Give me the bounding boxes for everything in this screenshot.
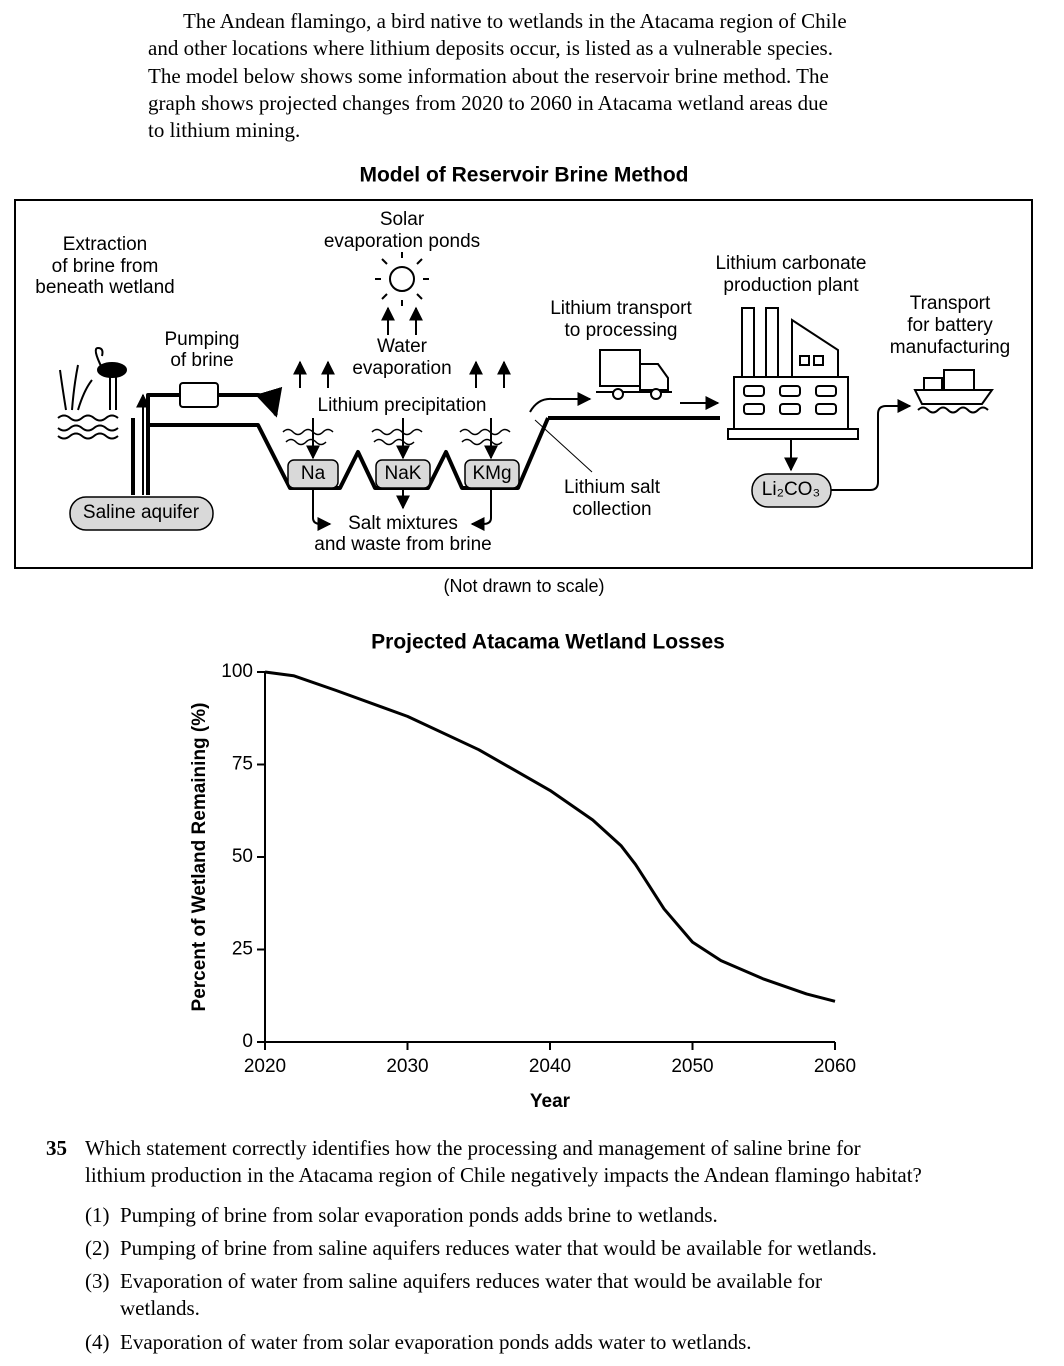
label: evaporation ponds <box>324 231 480 252</box>
label: manufacturing <box>890 337 1010 358</box>
label: and waste from brine <box>314 534 491 555</box>
option-text: Pumping of brine from saline aquifers re… <box>120 1236 877 1260</box>
passage-line: The Andean flamingo, a bird native to we… <box>183 9 847 33</box>
sun-icon <box>375 252 429 306</box>
arrow <box>312 488 332 531</box>
pipe <box>218 386 283 418</box>
pipe <box>131 393 180 495</box>
x-tick-label: 2060 <box>814 1056 856 1077</box>
label: Extraction <box>63 234 147 255</box>
label: Transport <box>910 293 991 314</box>
y-tick-label: 75 <box>232 754 253 775</box>
passage-line: The model below shows some information a… <box>148 64 829 88</box>
option-number: (3) <box>85 1269 110 1293</box>
label: of brine from <box>52 256 159 277</box>
x-axis-label: Year <box>530 1091 571 1112</box>
label: Saline aquifer <box>83 502 200 523</box>
option-number: (1) <box>85 1203 110 1227</box>
diagram: Model of Reservoir Brine Method Extracti… <box>14 164 1033 596</box>
label: Solar <box>380 209 425 230</box>
arrow <box>831 399 912 491</box>
x-tick-label: 2030 <box>386 1056 428 1077</box>
arrow <box>470 488 492 531</box>
diagram-title: Model of Reservoir Brine Method <box>359 164 688 187</box>
option-text: Evaporation of water from saline aquifer… <box>120 1269 822 1293</box>
question-number: 35 <box>46 1136 67 1160</box>
chart: Projected Atacama Wetland Losses Year Pe… <box>189 631 856 1112</box>
option-number: (4) <box>85 1330 110 1354</box>
pump-icon <box>179 382 219 408</box>
question: 35 Which statement correctly identifies … <box>46 1136 922 1354</box>
passage-line: graph shows projected changes from 2020 … <box>148 91 828 115</box>
brine-waves <box>282 428 511 446</box>
label: Water <box>377 336 428 357</box>
y-tick-label: 25 <box>232 939 253 960</box>
y-tick-label: 100 <box>221 661 253 682</box>
label: beneath wetland <box>35 277 174 298</box>
label: Lithium carbonate <box>715 253 866 274</box>
label: Li₂CO₃ <box>762 479 820 500</box>
option-text: wetlands. <box>120 1296 200 1320</box>
option-number: (2) <box>85 1236 110 1260</box>
y-axis-label: Percent of Wetland Remaining (%) <box>189 703 210 1012</box>
passage: The Andean flamingo, a bird native to we… <box>148 9 847 142</box>
y-tick-label: 50 <box>232 846 253 867</box>
question-line: lithium production in the Atacama region… <box>85 1163 922 1187</box>
y-tick-label: 0 <box>242 1031 253 1052</box>
salt-label: NaK <box>385 463 422 484</box>
question-line: Which statement correctly identifies how… <box>85 1136 861 1160</box>
factory-icon <box>727 307 859 440</box>
option-text: Pumping of brine from solar evaporation … <box>120 1203 718 1227</box>
x-tick-label: 2040 <box>529 1056 571 1077</box>
salt-label: KMg <box>472 463 511 484</box>
x-tick-label: 2050 <box>671 1056 713 1077</box>
label: Lithium salt <box>564 477 661 498</box>
label: collection <box>572 499 651 520</box>
label: of brine <box>170 350 233 371</box>
label: evaporation <box>352 358 451 379</box>
truck-icon <box>596 349 672 400</box>
label: Salt mixtures <box>348 513 458 534</box>
wetland-icon <box>57 346 127 440</box>
leader-line <box>534 419 593 473</box>
chart-title: Projected Atacama Wetland Losses <box>371 631 725 654</box>
label: to processing <box>564 320 677 341</box>
option-text: Evaporation of water from solar evaporat… <box>120 1330 752 1354</box>
label: Lithium transport <box>550 298 692 319</box>
ship-icon <box>913 369 994 414</box>
note: (Not drawn to scale) <box>443 576 604 596</box>
label: production plant <box>723 275 859 296</box>
aquifer-pill <box>69 496 214 531</box>
x-tick-label: 2020 <box>244 1056 286 1077</box>
arrow <box>529 392 592 413</box>
salt-label: Na <box>301 463 326 484</box>
label: Pumping <box>165 329 240 350</box>
passage-line: and other locations where lithium deposi… <box>148 36 833 60</box>
passage-line: to lithium mining. <box>148 118 300 142</box>
label: Lithium precipitation <box>318 395 487 416</box>
label: for battery <box>907 315 993 336</box>
data-line <box>264 670 836 1003</box>
diagram-frame <box>14 199 1033 569</box>
